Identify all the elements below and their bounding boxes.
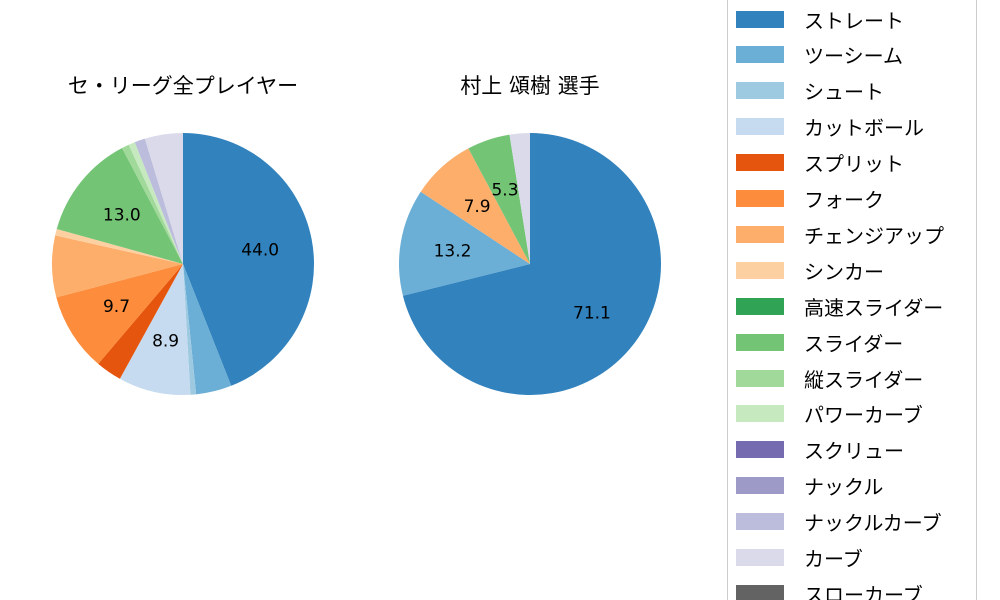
legend-swatch xyxy=(736,154,784,172)
legend-item: ツーシーム xyxy=(736,44,903,68)
legend-item: スライダー xyxy=(736,332,903,356)
pie-title: 村上 頌樹 選手 xyxy=(460,74,599,98)
legend-label: チェンジアップ xyxy=(804,223,944,248)
slice-label: 5.3 xyxy=(491,180,518,200)
legend-swatch xyxy=(736,297,784,315)
pie-slice-カーブ xyxy=(509,133,530,264)
pie-slice-ツーシーム xyxy=(399,191,530,296)
legend-label: 縦スライダー xyxy=(804,367,924,392)
legend-swatch xyxy=(736,477,784,495)
slice-label: 44.0 xyxy=(241,240,279,260)
legend-swatch xyxy=(736,10,784,28)
pie-slice-カットボール xyxy=(119,264,191,395)
legend-item: カーブ xyxy=(736,547,863,571)
legend-label: ナックル xyxy=(804,475,884,500)
pie-slice-パワーカーブ xyxy=(128,142,183,264)
legend-item: カットボール xyxy=(736,116,924,140)
legend-item: ストレート xyxy=(736,9,904,33)
pie-slice-スライダー xyxy=(56,148,183,264)
legend-item: チェンジアップ xyxy=(736,224,944,248)
legend-swatch xyxy=(736,405,784,423)
pie-slice-ツーシーム xyxy=(183,264,232,395)
legend-item: シンカー xyxy=(736,260,884,284)
legend-label: パワーカーブ xyxy=(804,403,923,428)
legend-item: ナックルカーブ xyxy=(736,511,942,535)
legend-swatch xyxy=(736,46,784,64)
legend-label: スプリット xyxy=(804,152,904,177)
legend-label: シュート xyxy=(804,80,884,105)
slice-label: 13.2 xyxy=(434,242,472,262)
legend-item: 高速スライダー xyxy=(736,296,943,320)
legend-swatch xyxy=(736,549,784,566)
legend-label: フォーク xyxy=(804,188,884,212)
legend-swatch xyxy=(736,513,784,531)
legend-swatch xyxy=(736,118,784,136)
pie-slice-カーブ xyxy=(144,133,183,264)
pie-slice-チェンジアップ xyxy=(51,235,183,298)
legend-item: パワーカーブ xyxy=(736,403,923,427)
legend-swatch xyxy=(736,333,784,351)
legend-label: シンカー xyxy=(804,259,884,284)
pie-slice-縦スライダー xyxy=(122,144,183,264)
legend-label: カットボール xyxy=(804,116,924,141)
legend-item: スローカーブ xyxy=(736,583,923,600)
legend-swatch xyxy=(736,441,784,459)
legend-item: 縦スライダー xyxy=(736,368,923,392)
legend-label: ツーシーム xyxy=(804,44,903,69)
legend-label: ストレート xyxy=(804,8,904,33)
legend-label: スクリュー xyxy=(804,439,904,464)
legend-item: フォーク xyxy=(736,188,884,212)
legend: ストレートツーシームシュートカットボール スプリットフォークチェンジアップ シンカー… xyxy=(727,0,977,600)
legend-swatch xyxy=(736,261,784,279)
legend-swatch xyxy=(736,369,784,387)
pie-title: セ・リーグ全プレイヤー xyxy=(68,74,298,98)
pie-slice-フォーク xyxy=(56,264,184,364)
pie-slice-チェンジアップ xyxy=(420,148,530,264)
slice-label: 8.9 xyxy=(152,332,179,352)
pie-slice-シュート xyxy=(183,264,197,395)
pie-slice-シンカー xyxy=(55,229,183,264)
pie-slice-スライダー xyxy=(468,134,530,264)
legend-swatch xyxy=(736,584,784,600)
pie-slice-スプリット xyxy=(98,264,183,379)
legend-label: スライダー xyxy=(804,331,904,356)
legend-label: ナックルカーブ xyxy=(804,511,942,536)
slice-label: 9.7 xyxy=(103,297,130,317)
legend-swatch xyxy=(736,82,784,100)
legend-item: スクリュー xyxy=(736,439,904,463)
pie-slice-ナックルカーブ xyxy=(134,138,183,264)
legend-swatch xyxy=(736,225,784,243)
legend-label: 高速スライダー xyxy=(804,295,944,320)
slice-label: 7.9 xyxy=(464,197,491,217)
pie-slice-ストレート xyxy=(402,133,661,395)
slice-label: 13.0 xyxy=(103,206,141,226)
legend-label: スローカーブ xyxy=(804,582,923,600)
slice-label: 71.1 xyxy=(573,303,611,323)
pie-slice-ストレート xyxy=(183,133,314,386)
legend-swatch xyxy=(736,190,784,207)
legend-item: ナックル xyxy=(736,475,883,499)
legend-item: スプリット xyxy=(736,152,904,176)
legend-item: シュート xyxy=(736,80,884,104)
legend-label: カーブ xyxy=(804,547,863,571)
